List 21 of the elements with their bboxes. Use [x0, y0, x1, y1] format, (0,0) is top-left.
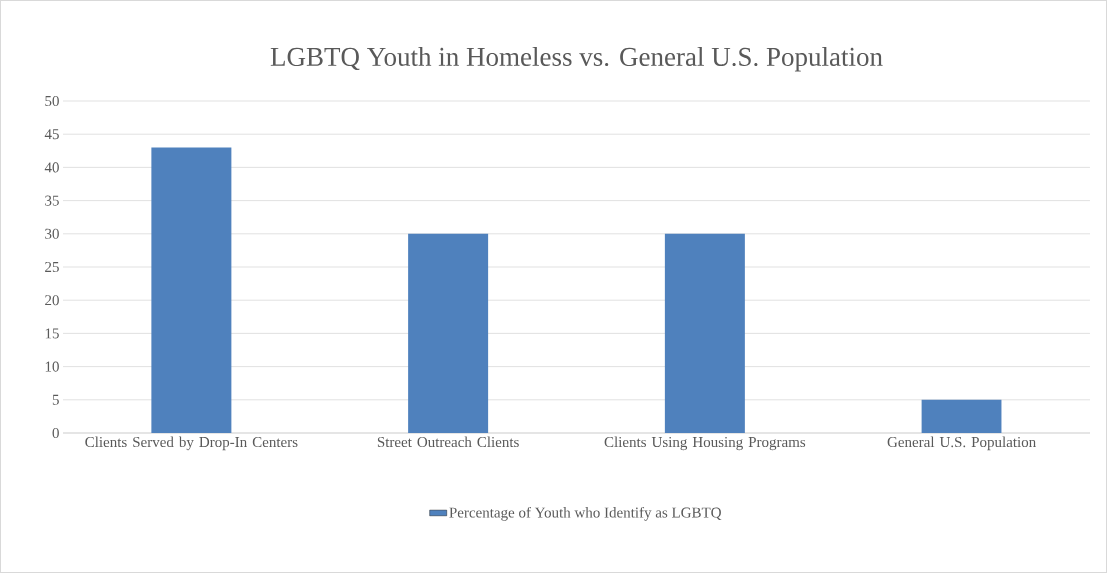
legend-label: Percentage of Youth who Identify as LGBTQ: [449, 506, 722, 521]
bar: [664, 233, 745, 433]
y-tick-label: 25: [45, 261, 59, 273]
x-tick-label: General U.S. Population: [887, 436, 1036, 451]
x-tick-label: Street Outreach Clients: [377, 436, 519, 448]
x-tick-label: Clients Using Housing Programs: [604, 436, 806, 451]
bar: [408, 233, 489, 433]
y-tick-label: 10: [45, 361, 59, 372]
y-tick-label: 45: [44, 129, 59, 140]
y-tick-label: 30: [45, 228, 59, 239]
y-tick-label: 15: [45, 328, 59, 339]
y-tick-label: 0: [52, 427, 59, 439]
chart-title: LGBTQ Youth in Homeless vs. General U.S. Population: [270, 46, 883, 72]
y-tick-label: 35: [45, 195, 59, 206]
x-tick-label: Clients Served by Drop-In Centers: [85, 436, 298, 451]
y-tick-label: 40: [44, 162, 59, 173]
y-tick-label: 50: [45, 95, 59, 107]
bar: [921, 399, 1002, 433]
bar: [151, 147, 232, 433]
y-tick-label: 5: [52, 394, 59, 405]
y-tick-label: 20: [45, 295, 59, 306]
